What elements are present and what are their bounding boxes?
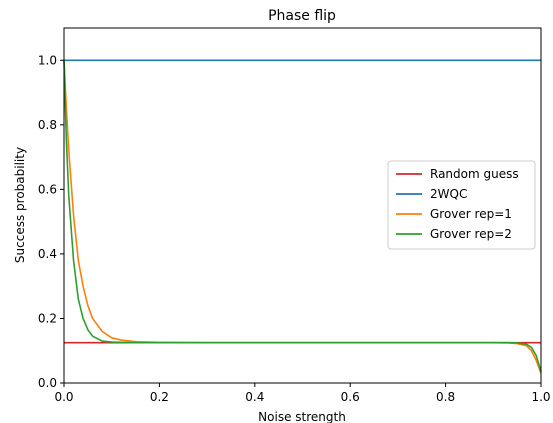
y-axis-label: Success probability [13, 147, 27, 263]
y-tick-label: 1.0 [38, 53, 57, 67]
legend-label-0: Random guess [430, 167, 519, 181]
x-axis-label: Noise strength [258, 410, 346, 423]
axes-frame [63, 27, 542, 384]
x-axis: 0.0 0.2 0.4 0.6 0.8 1.0 [54, 383, 551, 404]
x-tick-label: 0.6 [341, 390, 360, 404]
legend: Random guess 2WQC Grover rep=1 Grover rep=2 [387, 160, 536, 250]
y-tick-label: 0.0 [38, 376, 57, 390]
x-tick-label: 0.0 [54, 390, 73, 404]
x-tick-label: 0.8 [436, 390, 455, 404]
chart-title: Phase flip [268, 8, 336, 24]
x-tick-label: 1.0 [531, 390, 550, 404]
y-tick-label: 0.4 [38, 247, 57, 261]
legend-label-1: 2WQC [430, 187, 467, 201]
y-axis: 0.0 0.2 0.4 0.6 0.8 1.0 [38, 53, 64, 390]
y-tick-label: 0.2 [38, 311, 57, 325]
x-tick-label: 0.4 [245, 390, 264, 404]
legend-label-3: Grover rep=2 [430, 227, 512, 241]
legend-box [387, 160, 536, 250]
plot-area [63, 59, 542, 374]
series-line-3 [63, 60, 542, 372]
y-tick-label: 0.6 [38, 182, 57, 196]
y-tick-label: 0.8 [38, 118, 57, 132]
x-tick-label: 0.2 [150, 390, 169, 404]
legend-label-2: Grover rep=1 [430, 207, 512, 221]
